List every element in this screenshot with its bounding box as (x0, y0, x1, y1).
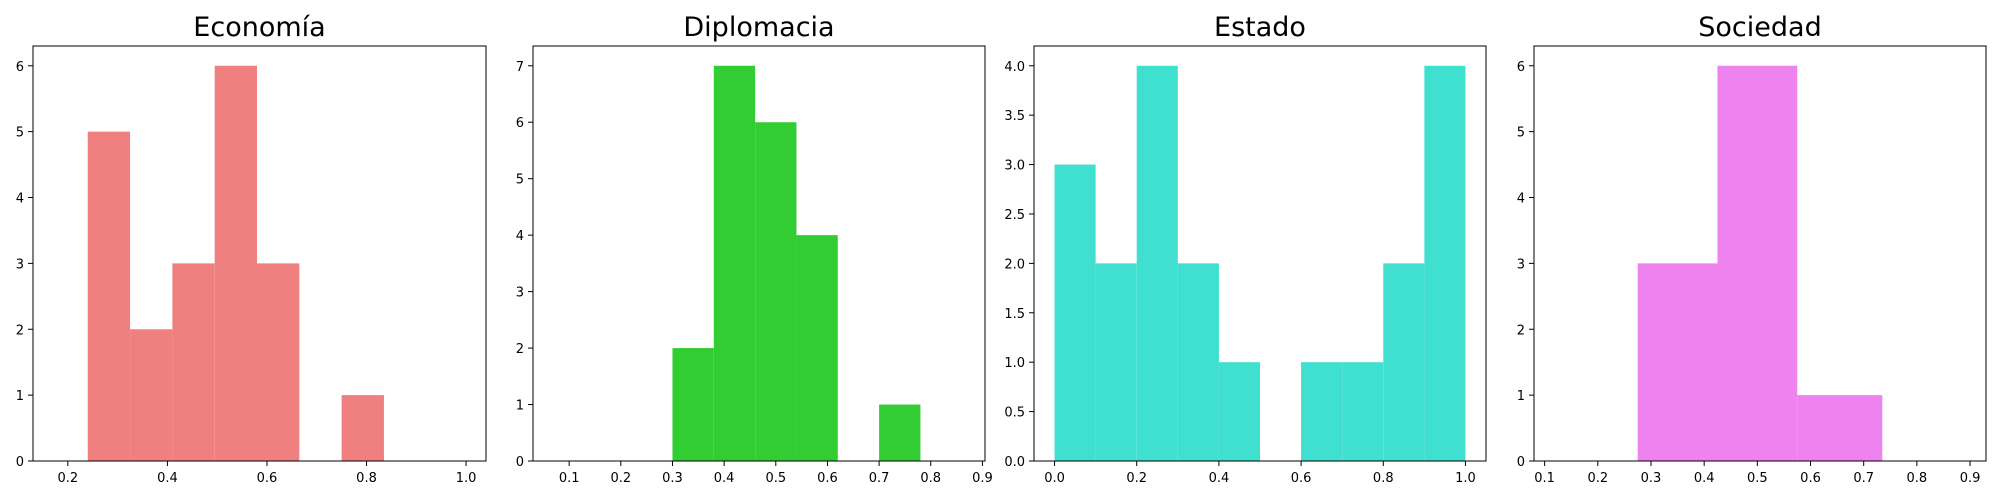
x-tick-label: 0.4 (157, 471, 178, 486)
y-tick-label: 1 (16, 389, 24, 404)
histogram-bar (755, 122, 797, 461)
x-tick-label: 0.7 (1853, 471, 1874, 486)
histogram-bar (1218, 362, 1260, 461)
y-tick-label: 3 (16, 257, 24, 272)
histogram-bar (1095, 263, 1137, 461)
x-tick-label: 0.4 (1209, 471, 1230, 486)
y-tick-label: 1 (1517, 389, 1525, 404)
y-tick-label: 4.0 (1004, 60, 1025, 75)
histogram-bar (214, 65, 258, 461)
histogram-bar (257, 263, 300, 461)
axes-frame (32, 45, 487, 462)
x-tick-label: 0.1 (1534, 471, 1555, 486)
x-tick-label: 0.2 (610, 471, 631, 486)
y-tick-label: 7 (516, 60, 524, 75)
y-tick-label: 0.0 (1004, 455, 1025, 470)
y-tick-label: 4 (1517, 192, 1525, 207)
histogram-bar (1342, 362, 1384, 461)
x-tick-label: 0.3 (1641, 471, 1662, 486)
chart-panel-4: 0.1 0.2 0.3 0.4 0.5 0.6 0.7 0.8 0.9 0 1 2 3 4 5 6 Socied… (1517, 12, 1987, 486)
chart-title: Diplomacia (683, 12, 834, 43)
x-tick-label: 0.4 (714, 471, 735, 486)
y-tick-label: 6 (1517, 60, 1525, 75)
y-tick-label: 4 (16, 192, 24, 207)
x-tick-label: 0.8 (1373, 471, 1394, 486)
y-tick-label: 3 (1517, 257, 1525, 272)
x-tick-label: 0.8 (356, 471, 377, 486)
y-tick-label: 2 (516, 342, 524, 357)
x-tick-label: 0.6 (1800, 471, 1821, 486)
histogram-bar (672, 348, 714, 461)
x-tick-label: 0.3 (662, 471, 683, 486)
y-tick-label: 1.0 (1004, 356, 1025, 371)
axes-frame (1033, 45, 1487, 462)
chart-panel-3: 0.0 0.2 0.4 0.6 0.8 1.0 0.0 0.5 1.0 1.5 2.0 2.5 3.0 3… (1004, 12, 1487, 486)
y-tick-label: 6 (16, 60, 24, 75)
histogram-bar (341, 395, 384, 461)
chart-title: Sociedad (1698, 12, 1821, 43)
x-tick-label: 0.9 (1960, 471, 1981, 486)
y-tick-label: 4 (516, 229, 524, 244)
x-tick-label: 0.6 (257, 471, 278, 486)
y-tick-label: 2 (16, 323, 24, 338)
x-tick-label: 0.0 (1044, 471, 1065, 486)
histogram-bar (1637, 263, 1718, 461)
x-tick-label: 0.5 (765, 471, 786, 486)
y-tick-label: 2.0 (1004, 257, 1025, 272)
histogram-bar (87, 131, 131, 461)
histogram-bar (130, 329, 173, 461)
y-tick-label: 3 (516, 286, 524, 301)
chart-title: Estado (1214, 12, 1306, 43)
histogram-bar (713, 65, 756, 461)
chart-title: Economía (193, 12, 325, 43)
axes-frame (532, 45, 986, 462)
histogram-bar (1797, 395, 1883, 461)
x-tick-label: 0.7 (869, 471, 890, 486)
y-tick-label: 5 (16, 126, 24, 141)
chart-panel-1: 0.2 0.4 0.6 0.8 1.0 0 1 2 3 4 5 6 Economía (16, 12, 487, 486)
y-tick-label: 0 (516, 455, 524, 470)
y-tick-label: 6 (516, 116, 524, 131)
histogram-bar (1424, 65, 1466, 461)
x-tick-label: 1.0 (1455, 471, 1476, 486)
y-tick-label: 1 (516, 399, 524, 414)
x-tick-label: 0.6 (817, 471, 838, 486)
x-tick-label: 0.1 (559, 471, 580, 486)
chart-panel-2: 0.1 0.2 0.3 0.4 0.5 0.6 0.7 0.8 0.9 0 1 2 3 4 5 6 7 Diplo… (516, 12, 993, 486)
axes-frame (1533, 45, 1987, 462)
y-tick-label: 5 (516, 173, 524, 188)
histogram-bar (1383, 263, 1425, 461)
x-tick-label: 0.8 (920, 471, 941, 486)
x-tick-label: 0.2 (58, 471, 79, 486)
y-tick-label: 2 (1517, 323, 1525, 338)
x-tick-label: 0.6 (1291, 471, 1312, 486)
histogram-bar (1054, 164, 1096, 462)
y-tick-label: 2.5 (1004, 208, 1025, 223)
y-tick-label: 1.5 (1004, 307, 1025, 322)
histogram-bar (1177, 263, 1219, 461)
histogram-bar (1301, 362, 1343, 461)
histogram-bar (796, 235, 838, 461)
x-tick-label: 0.8 (1907, 471, 1928, 486)
x-tick-label: 0.9 (972, 471, 993, 486)
y-tick-label: 0 (16, 455, 24, 470)
x-tick-label: 0.5 (1747, 471, 1768, 486)
x-tick-label: 1.0 (456, 471, 477, 486)
histogram-bar (1136, 65, 1178, 461)
y-tick-label: 3.5 (1004, 109, 1025, 124)
y-tick-label: 0.5 (1004, 406, 1025, 421)
y-tick-label: 0 (1517, 455, 1525, 470)
histogram-bar (879, 404, 921, 461)
x-tick-label: 0.2 (1126, 471, 1147, 486)
y-tick-label: 3.0 (1004, 159, 1025, 174)
histogram-bar (172, 263, 215, 461)
x-tick-label: 0.2 (1587, 471, 1608, 486)
y-tick-label: 5 (1517, 126, 1525, 141)
histogram-bar (1717, 65, 1798, 461)
x-tick-label: 0.4 (1694, 471, 1715, 486)
